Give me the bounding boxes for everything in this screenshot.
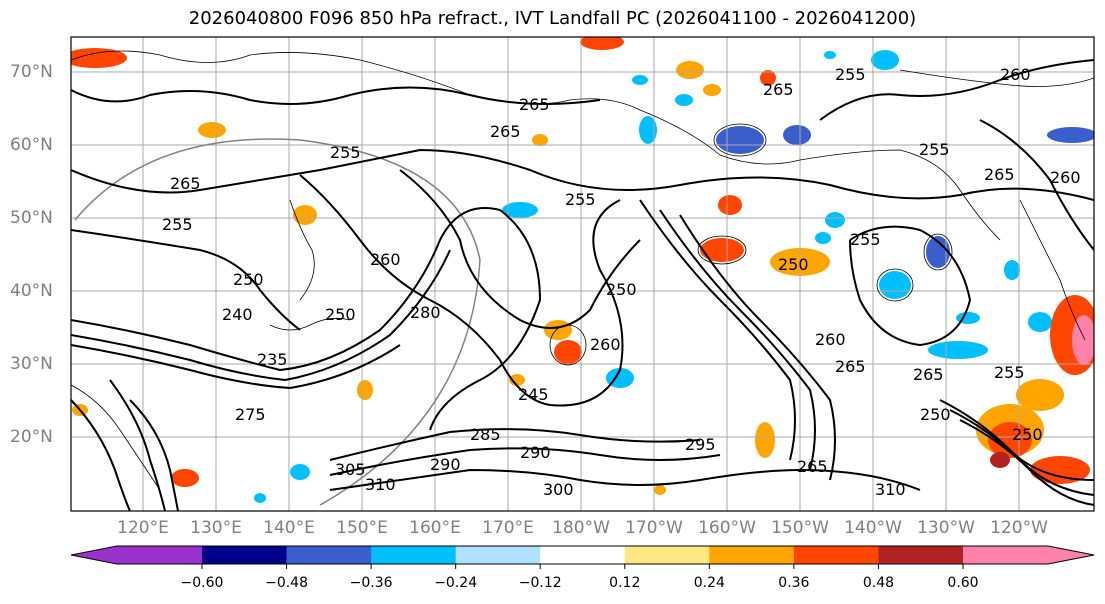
contour-label: 255 bbox=[330, 143, 361, 162]
figure-title: 2026040800 F096 850 hPa refract., IVT La… bbox=[188, 8, 917, 29]
contour-label: 265 bbox=[797, 457, 828, 476]
contour-label: 245 bbox=[518, 385, 549, 404]
contour-label: 265 bbox=[835, 357, 866, 376]
contour-label: 240 bbox=[222, 305, 253, 324]
latitude-label: 40°N bbox=[10, 281, 53, 301]
longitude-label: 150°E bbox=[336, 518, 388, 538]
map-gridlines bbox=[71, 37, 1094, 511]
colorbar-tick-label: −0.60 bbox=[180, 575, 224, 591]
contour-label: 290 bbox=[430, 455, 461, 474]
contour-label: 280 bbox=[410, 303, 441, 322]
map-frame bbox=[70, 36, 1095, 512]
contour-label: 260 bbox=[1050, 168, 1081, 187]
contour-label: 310 bbox=[365, 475, 396, 494]
contour-label: 250 bbox=[1012, 425, 1043, 444]
colorbar-tick-label: 0.12 bbox=[609, 575, 641, 591]
contour-label: 265 bbox=[170, 174, 201, 193]
latitude-label: 20°N bbox=[10, 427, 53, 447]
contour-label: 255 bbox=[162, 215, 193, 234]
colorbar-tick-label: −0.48 bbox=[265, 575, 308, 591]
contour-label: 250 bbox=[778, 255, 809, 274]
longitude-label: 160°E bbox=[409, 518, 461, 538]
colorbar-tick-label: −0.36 bbox=[349, 575, 393, 591]
colorbar-tick-label: 0.60 bbox=[947, 575, 979, 591]
longitude-label: 140°W bbox=[844, 518, 902, 538]
contour-label: 285 bbox=[470, 425, 501, 444]
coastlines bbox=[71, 50, 1094, 491]
contour-label: 265 bbox=[984, 165, 1015, 184]
colorbar-tick-label: 0.36 bbox=[778, 575, 810, 591]
anomaly-shading bbox=[71, 37, 1094, 503]
latitude-label: 50°N bbox=[10, 208, 53, 228]
longitude-label: 180°W bbox=[552, 518, 610, 538]
colorbar-tick-label: −0.24 bbox=[434, 575, 478, 591]
contour-labels: 265 255 265 265 255 260 265 255 250 260 … bbox=[162, 65, 1081, 499]
contour-label: 310 bbox=[875, 480, 906, 499]
colorbar-tick-label: 0.48 bbox=[862, 575, 895, 591]
contour-label: 300 bbox=[543, 480, 574, 499]
refractivity-contours bbox=[71, 59, 1094, 511]
contour-label: 250 bbox=[325, 305, 356, 324]
latitude-label: 60°N bbox=[10, 135, 53, 155]
longitude-label: 120°E bbox=[117, 518, 169, 538]
contour-label: 255 bbox=[850, 230, 881, 249]
contour-label: 265 bbox=[519, 95, 550, 114]
contour-label: 260 bbox=[370, 250, 401, 269]
longitude-label: 130°W bbox=[917, 518, 975, 538]
longitude-label: 170°E bbox=[482, 518, 534, 538]
contour-label: 235 bbox=[257, 350, 288, 369]
latitude-label: 70°N bbox=[10, 62, 53, 82]
contour-label: 250 bbox=[233, 270, 264, 289]
colorbar-tick-label: 0.24 bbox=[693, 575, 725, 591]
contour-label: 250 bbox=[606, 280, 637, 299]
contour-label: 275 bbox=[235, 405, 266, 424]
longitude-label: 170°W bbox=[625, 518, 683, 538]
contour-label: 260 bbox=[815, 330, 846, 349]
contour-label: 255 bbox=[994, 363, 1025, 382]
contour-label: 255 bbox=[835, 65, 866, 84]
contour-label: 265 bbox=[913, 365, 944, 384]
longitude-label: 130°E bbox=[190, 518, 242, 538]
contour-label: 255 bbox=[919, 140, 950, 159]
contour-label: 290 bbox=[520, 443, 551, 462]
contour-label: 295 bbox=[685, 435, 716, 454]
contour-label: 265 bbox=[490, 122, 521, 141]
contour-label: 260 bbox=[590, 335, 621, 354]
contour-label: 250 bbox=[920, 405, 951, 424]
longitude-label: 140°E bbox=[263, 518, 315, 538]
contour-label: 265 bbox=[763, 80, 794, 99]
longitude-label: 150°W bbox=[771, 518, 829, 538]
colorbar-tick-label: −0.12 bbox=[518, 575, 562, 591]
latitude-label: 30°N bbox=[10, 354, 53, 374]
longitude-label: 160°W bbox=[698, 518, 756, 538]
contour-label: 255 bbox=[565, 190, 596, 209]
contour-label: 305 bbox=[335, 460, 366, 479]
contour-label: 260 bbox=[1000, 65, 1031, 84]
longitude-label: 120°W bbox=[990, 518, 1048, 538]
